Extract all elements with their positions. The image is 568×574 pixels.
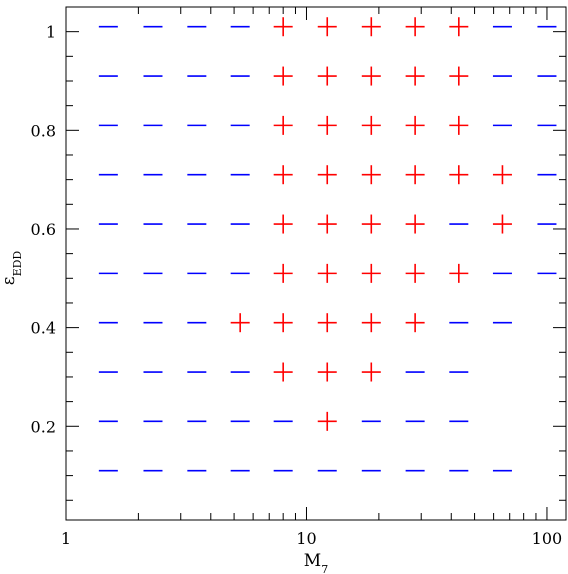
x-tick-label: 10 bbox=[296, 529, 316, 548]
y-tick-label: 0.2 bbox=[31, 417, 56, 436]
y-tick-label: 0.6 bbox=[31, 220, 56, 239]
y-tick-label: 1 bbox=[46, 23, 56, 42]
y-tick-label: 0.4 bbox=[31, 319, 56, 338]
tick-labels: 1 10 100 0.2 0.4 0.6 0.8 1 bbox=[31, 23, 563, 548]
plot-frame bbox=[65, 6, 567, 521]
x-tick-label: 100 bbox=[532, 529, 563, 548]
y-tick-label: 0.8 bbox=[31, 121, 56, 140]
axis-ticks bbox=[65, 7, 566, 520]
data-markers bbox=[98, 17, 557, 472]
x-tick-label: 1 bbox=[61, 529, 71, 548]
x-axis-title: M7 bbox=[304, 551, 328, 574]
y-axis-title: εEDD bbox=[0, 251, 24, 286]
